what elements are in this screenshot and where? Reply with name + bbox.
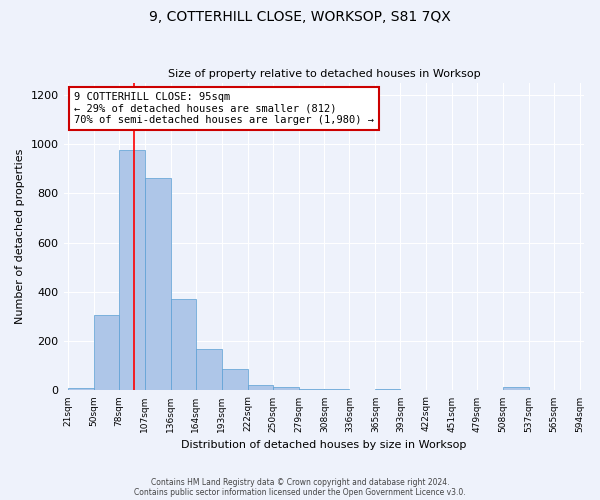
Bar — [94, 314, 119, 390]
Bar — [503, 387, 529, 390]
Bar — [145, 178, 171, 390]
X-axis label: Distribution of detached houses by size in Worksop: Distribution of detached houses by size … — [181, 440, 467, 450]
Bar — [196, 348, 222, 391]
Bar — [272, 387, 299, 390]
Title: Size of property relative to detached houses in Worksop: Size of property relative to detached ho… — [168, 69, 481, 79]
Bar — [222, 369, 248, 390]
Bar — [68, 388, 94, 390]
Bar — [171, 300, 196, 390]
Text: Contains HM Land Registry data © Crown copyright and database right 2024.
Contai: Contains HM Land Registry data © Crown c… — [134, 478, 466, 497]
Text: 9, COTTERHILL CLOSE, WORKSOP, S81 7QX: 9, COTTERHILL CLOSE, WORKSOP, S81 7QX — [149, 10, 451, 24]
Y-axis label: Number of detached properties: Number of detached properties — [15, 149, 25, 324]
Bar — [119, 150, 145, 390]
Bar — [299, 389, 325, 390]
Bar — [248, 385, 272, 390]
Bar — [325, 389, 349, 390]
Text: 9 COTTERHILL CLOSE: 95sqm
← 29% of detached houses are smaller (812)
70% of semi: 9 COTTERHILL CLOSE: 95sqm ← 29% of detac… — [74, 92, 374, 125]
Bar — [376, 389, 400, 390]
